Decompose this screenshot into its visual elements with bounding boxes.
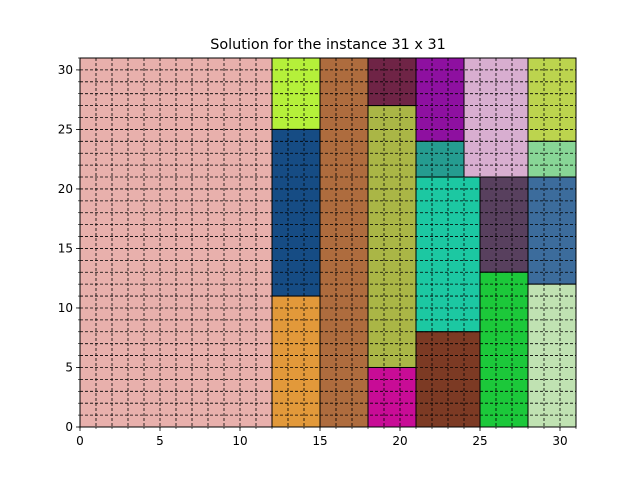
- y-tick-label: 5: [65, 360, 73, 374]
- rectangles-layer: [79, 57, 577, 428]
- y-tick-label: 25: [58, 122, 73, 136]
- x-tick-label: 0: [76, 434, 84, 448]
- ticks-layer: 0 5 10 15 20 25 30 0 5 10 15 20 25 30: [58, 57, 577, 448]
- solution-rectangle-8: [415, 57, 465, 142]
- x-tick-label: 20: [392, 434, 407, 448]
- y-tick-label: 0: [65, 420, 73, 434]
- y-tick-label: 30: [58, 63, 73, 77]
- y-tick-label: 20: [58, 182, 73, 196]
- x-tick-label: 15: [312, 434, 327, 448]
- solution-rectangle-16: [527, 140, 577, 178]
- x-tick-label: 10: [232, 434, 247, 448]
- solution-rectangle-15: [527, 57, 577, 142]
- solution-rectangle-4: [319, 57, 369, 428]
- chart-title: Solution for the instance 31 x 31: [210, 37, 446, 53]
- solution-rectangle-7: [367, 366, 417, 428]
- solution-rectangle-14: [479, 271, 529, 428]
- y-tick-label: 10: [58, 301, 73, 315]
- x-tick-label: 30: [552, 434, 567, 448]
- axes-frame: [79, 57, 577, 428]
- grid-layer: [80, 58, 576, 427]
- y-tick-label: 15: [58, 241, 73, 255]
- x-tick-label: 5: [156, 434, 164, 448]
- solution-rectangle-9: [415, 140, 465, 178]
- x-tick-label: 25: [472, 434, 487, 448]
- solution-rectangle-3: [271, 295, 321, 428]
- solution-rectangle-17: [527, 176, 577, 285]
